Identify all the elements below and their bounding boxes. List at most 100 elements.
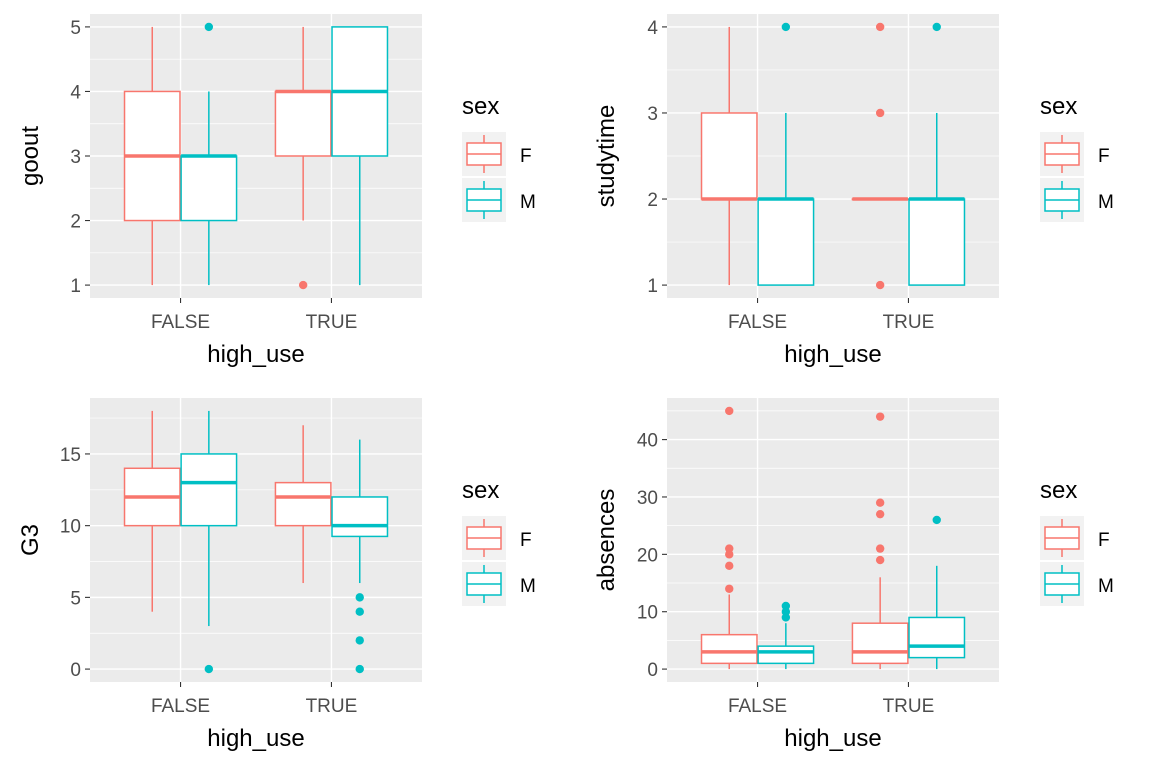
box-M-FALSE xyxy=(757,22,815,286)
box-F-TRUE xyxy=(274,26,332,290)
y-tick-label: 1 xyxy=(647,276,658,297)
x-tick-label: TRUE xyxy=(883,696,935,717)
box-M-FALSE xyxy=(180,22,238,286)
y-tick-label: 4 xyxy=(70,82,81,103)
legend-label: M xyxy=(520,576,536,597)
x-tick-label: FALSE xyxy=(151,696,210,717)
box-F-TRUE xyxy=(851,22,909,290)
box-body xyxy=(851,622,909,665)
box-body xyxy=(908,616,966,659)
y-axis-title: studytime xyxy=(593,105,620,208)
box-F-FALSE xyxy=(123,26,181,286)
outlier-point xyxy=(875,22,885,32)
outlier-point xyxy=(725,550,734,559)
legend-title: sex xyxy=(462,93,499,120)
outlier-point xyxy=(875,280,885,290)
outlier-point xyxy=(781,607,791,616)
outlier-point xyxy=(781,22,791,32)
outlier-point xyxy=(781,601,791,611)
x-tick-label: FALSE xyxy=(728,312,787,333)
y-tick-label: 10 xyxy=(637,603,658,624)
outlier-point xyxy=(355,636,364,645)
outlier-point xyxy=(725,544,734,553)
legend-label: M xyxy=(520,192,536,213)
legend: sex F M xyxy=(462,93,536,222)
y-axis-title: G3 xyxy=(17,524,44,556)
box-body xyxy=(700,633,758,665)
legend-title: sex xyxy=(462,477,499,504)
box-body xyxy=(908,198,966,286)
legend: sex F M xyxy=(462,477,536,606)
outlier-point xyxy=(725,584,734,593)
outlier-point xyxy=(781,613,791,622)
legend-title: sex xyxy=(1040,93,1077,120)
y-tick-label: 3 xyxy=(647,104,658,125)
box-F-FALSE xyxy=(123,410,181,612)
y-tick-label: 2 xyxy=(647,190,658,211)
box-M-FALSE xyxy=(180,410,238,674)
outlier-point xyxy=(355,664,364,674)
legend-key-F: F xyxy=(1040,132,1110,176)
x-tick-label: TRUE xyxy=(883,312,935,333)
outlier-point xyxy=(204,22,214,32)
box-F-FALSE xyxy=(700,406,758,670)
outlier-point xyxy=(875,544,885,553)
box-body xyxy=(180,155,238,222)
y-tick-label: 0 xyxy=(70,660,81,681)
y-tick-label: 15 xyxy=(60,445,81,466)
box-M-TRUE xyxy=(331,439,389,674)
outlier-point xyxy=(875,108,885,118)
x-tick-label: TRUE xyxy=(306,696,358,717)
outlier-point xyxy=(932,515,941,525)
y-tick-label: 3 xyxy=(70,147,81,168)
legend-key-F: F xyxy=(462,132,532,176)
box-M-FALSE xyxy=(757,601,815,670)
y-tick-label: 20 xyxy=(637,545,658,566)
box-body xyxy=(274,481,332,527)
outlier-point xyxy=(204,664,214,674)
legend-label: M xyxy=(1098,576,1114,597)
box-body xyxy=(331,496,389,538)
outlier-point xyxy=(875,509,885,519)
box-F-TRUE xyxy=(274,425,332,584)
y-axis-title: absences xyxy=(593,489,620,592)
x-axis-title: high_use xyxy=(784,725,881,752)
box-body xyxy=(274,90,332,157)
legend-label: F xyxy=(520,530,532,551)
y-tick-label: 30 xyxy=(637,488,658,509)
y-tick-label: 5 xyxy=(70,18,81,39)
outlier-point xyxy=(355,593,364,602)
plot-panel xyxy=(90,398,422,682)
y-tick-label: 2 xyxy=(70,212,81,233)
y-tick-label: 10 xyxy=(60,517,81,538)
x-tick-label: FALSE xyxy=(151,312,210,333)
x-axis-title: high_use xyxy=(784,341,881,368)
outlier-point xyxy=(932,22,941,32)
outlier-point xyxy=(355,607,364,616)
box-body xyxy=(700,112,758,200)
outlier-point xyxy=(875,498,885,507)
y-tick-label: 5 xyxy=(70,588,81,609)
box-M-TRUE xyxy=(908,515,966,670)
legend-label: F xyxy=(520,146,532,167)
legend-label: M xyxy=(1098,192,1114,213)
y-axis-title: goout xyxy=(17,126,44,186)
y-tick-label: 4 xyxy=(647,18,658,39)
legend-key-F: F xyxy=(462,516,532,560)
legend-key-F: F xyxy=(1040,516,1110,560)
legend: sex F M xyxy=(1040,477,1114,606)
box-F-FALSE xyxy=(700,26,758,286)
box-body xyxy=(757,645,815,665)
y-tick-label: 1 xyxy=(70,276,81,297)
outlier-point xyxy=(298,280,308,290)
x-tick-label: TRUE xyxy=(306,312,358,333)
x-axis-title: high_use xyxy=(207,725,304,752)
box-M-TRUE xyxy=(331,26,389,286)
legend-key-M: M xyxy=(1040,562,1114,606)
outlier-point xyxy=(875,555,885,565)
legend-title: sex xyxy=(1040,477,1077,504)
